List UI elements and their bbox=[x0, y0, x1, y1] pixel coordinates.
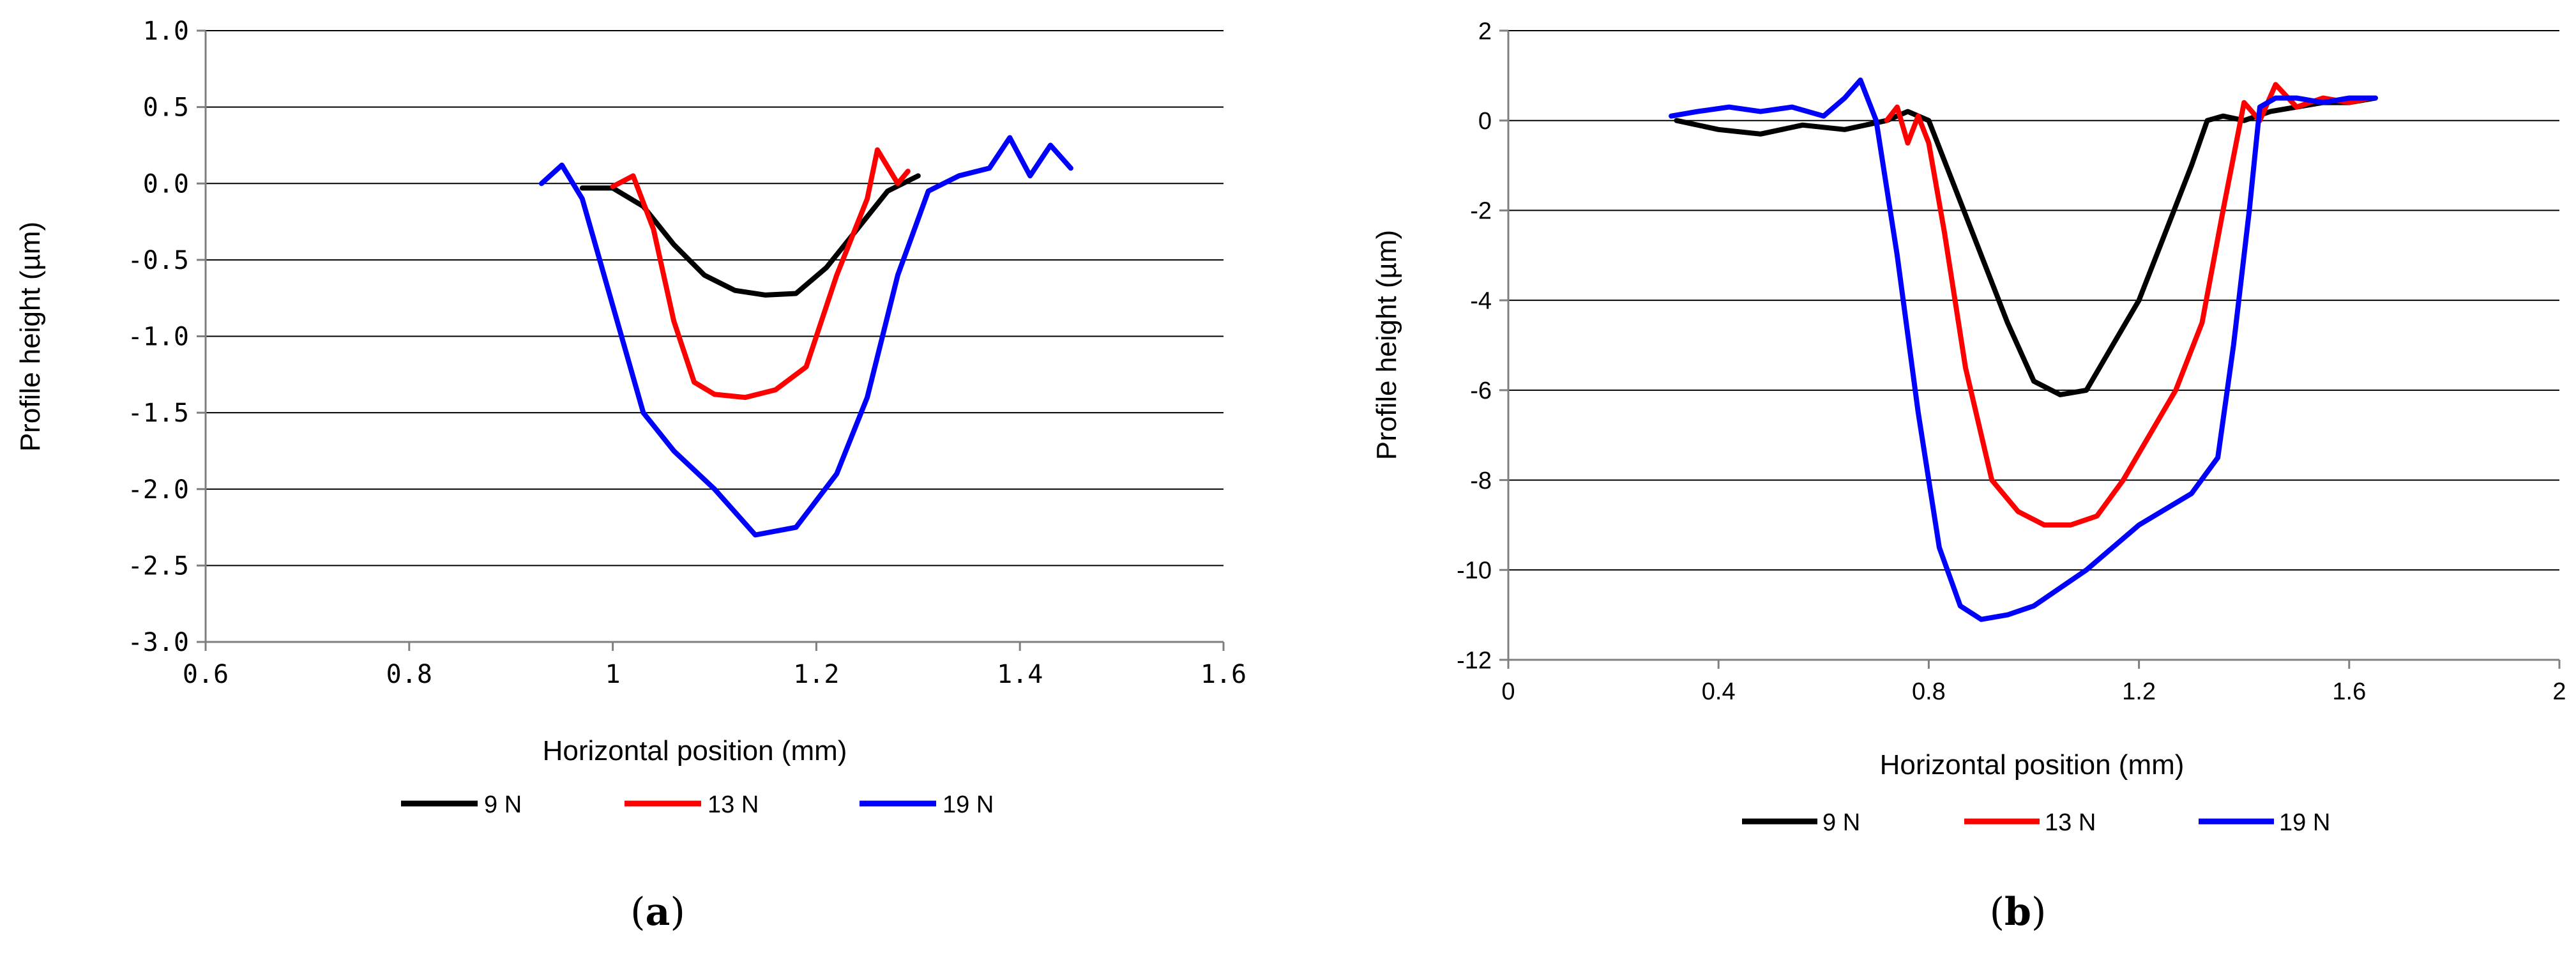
panel-label: (a) bbox=[630, 890, 685, 934]
y-axis-title: Profile height (µm) bbox=[15, 222, 46, 452]
panel-label-open: ( bbox=[630, 890, 645, 934]
y-tick-label: 2 bbox=[1478, 18, 1492, 45]
y-tick-label: -6 bbox=[1470, 377, 1492, 404]
x-axis-title: Horizontal position (mm) bbox=[543, 735, 847, 766]
y-tick-label: -0.5 bbox=[128, 246, 189, 275]
x-tick-label: 1.2 bbox=[793, 660, 839, 689]
series-line-19n bbox=[539, 135, 1073, 538]
panel-label-letter: b bbox=[2004, 890, 2031, 934]
y-tick-label: -12 bbox=[1457, 647, 1492, 674]
series-line-13n bbox=[610, 147, 911, 400]
y-tick-label: -2.0 bbox=[128, 475, 189, 505]
panel-label-close: ) bbox=[2031, 890, 2046, 934]
x-tick-label: 0.8 bbox=[386, 660, 432, 689]
y-tick-label: 0.5 bbox=[143, 93, 189, 123]
x-tick-label: 0 bbox=[1501, 678, 1515, 705]
panel-label-close: ) bbox=[670, 890, 685, 934]
y-tick-label: -1.0 bbox=[128, 323, 189, 352]
y-tick-label: -10 bbox=[1457, 558, 1492, 584]
y-tick-label: 0 bbox=[1478, 108, 1492, 135]
legend-label: 13 N bbox=[2045, 809, 2096, 836]
chart-panel-b: 2 0 -2 -4 -6 -8 -10 -12 0 0.4 0.8 1.2 1.6 2 Profile he… bbox=[1371, 18, 2566, 934]
legend-label: 9 N bbox=[484, 791, 522, 818]
legend-label: 9 N bbox=[1822, 809, 1860, 836]
x-tick-label: 1.4 bbox=[997, 660, 1043, 689]
y-tick-label: 0.0 bbox=[143, 169, 189, 199]
y-tick-label: -2.5 bbox=[128, 551, 189, 581]
panel-label-letter: a bbox=[646, 890, 671, 934]
series-line-9n bbox=[579, 173, 921, 298]
x-tick-label: 1 bbox=[605, 660, 621, 689]
x-tick-label: 0.4 bbox=[1702, 678, 1736, 705]
series-line-19n bbox=[1669, 77, 2378, 622]
y-tick-label: -3.0 bbox=[128, 628, 189, 657]
series-line-9n bbox=[1674, 95, 2378, 397]
y-tick-label: 1.0 bbox=[143, 17, 189, 46]
y-tick-label: -4 bbox=[1470, 287, 1492, 314]
panel-label: (b) bbox=[1990, 890, 2047, 934]
y-tick-label: -8 bbox=[1470, 468, 1492, 494]
panel-label-open: ( bbox=[1990, 890, 2004, 934]
x-tick-label: 1.6 bbox=[2332, 678, 2366, 705]
y-tick-label: -2 bbox=[1470, 198, 1492, 225]
chart-panel-a: 1.0 0.5 0.0 -0.5 -1.0 -1.5 -2.0 -2.5 -3.0 0.6 0.8 1… bbox=[15, 17, 1246, 934]
legend-label: 19 N bbox=[2279, 809, 2330, 836]
x-tick-label: 1.6 bbox=[1201, 660, 1246, 689]
x-tick-label: 0.6 bbox=[183, 660, 229, 689]
legend-label: 13 N bbox=[708, 791, 759, 818]
x-axis-title: Horizontal position (mm) bbox=[1880, 749, 2185, 781]
x-tick-label: 0.8 bbox=[1912, 678, 1946, 705]
x-tick-label: 1.2 bbox=[2122, 678, 2156, 705]
y-tick-label: -1.5 bbox=[128, 399, 189, 428]
y-axis-title: Profile height (µm) bbox=[1371, 230, 1402, 460]
legend-label: 19 N bbox=[943, 791, 994, 818]
x-tick-label: 2 bbox=[2552, 678, 2566, 705]
series-line-13n bbox=[1884, 82, 2373, 528]
